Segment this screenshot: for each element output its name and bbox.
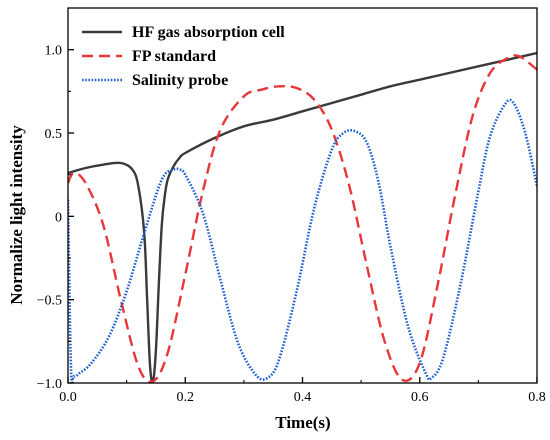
x-tick-label: 0.2 (177, 390, 195, 405)
series-line-2 (68, 54, 537, 383)
legend-label-2: FP standard (132, 48, 216, 65)
y-tick-label: −1.0 (37, 377, 62, 392)
series-line-1 (68, 51, 537, 383)
y-tick-label: 1.0 (45, 44, 63, 59)
x-tick-label: 0.8 (528, 390, 546, 405)
x-tick-label: 0.4 (294, 390, 312, 405)
x-tick-label: 0.0 (59, 390, 77, 405)
x-axis-title: Time(s) (275, 413, 330, 432)
y-tick-label: 0.5 (45, 127, 63, 142)
y-axis-title: Normalize light intensity (7, 125, 26, 305)
legend-label-3: Salinity probe (132, 72, 228, 89)
y-tick-label: −0.5 (37, 294, 62, 309)
legend-label-1: HF gas absorption cell (132, 24, 285, 41)
y-tick-label: 0 (55, 210, 62, 225)
x-tick-label: 0.6 (411, 390, 429, 405)
legend: HF gas absorption cell FP standard Salinit… (82, 24, 285, 89)
series-layer (68, 51, 537, 383)
axes-layer: 0.0 0.2 0.4 0.6 0.8 −1.0 −0.5 0 0.5 1.0 (37, 7, 546, 405)
series-line-3 (68, 98, 537, 383)
